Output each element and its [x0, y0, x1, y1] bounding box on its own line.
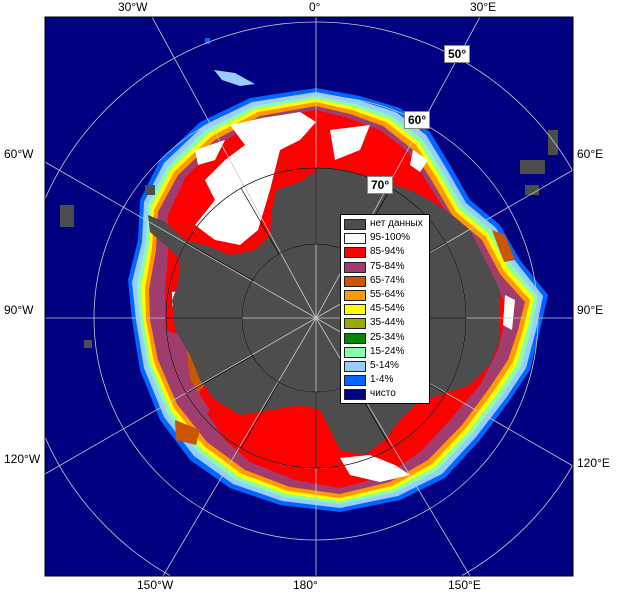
legend-label: 95-100%	[370, 232, 411, 244]
legend-item: чисто	[344, 388, 428, 401]
legend-swatch	[344, 261, 366, 273]
ice-65-74-patch	[160, 330, 210, 420]
ice-95-100-patch	[503, 295, 515, 330]
lon-label-120w: 120°W	[4, 452, 41, 466]
ice-edge-islands	[214, 70, 255, 86]
legend-item: нет данных	[344, 218, 428, 230]
lon-label-60w: 60°W	[4, 147, 34, 161]
legend-item: 55-64%	[344, 289, 428, 301]
legend-swatch	[344, 219, 366, 230]
lat-label-70: 70°	[367, 176, 394, 194]
legend: нет данных 95-100% 85-94% 75-84% 65-74% 55-64…	[340, 214, 430, 404]
legend-swatch	[344, 233, 366, 245]
legend-label: 15-24%	[370, 345, 405, 357]
lon-label-120e: 120°E	[577, 456, 610, 470]
legend-swatch	[344, 346, 366, 358]
no-data-speck	[520, 160, 545, 174]
ice-65-74-patch	[492, 230, 515, 262]
legend-swatch	[344, 275, 366, 287]
legend-swatch	[344, 290, 366, 301]
ice-95-100-weddell	[195, 112, 316, 245]
legend-item: 1-4%	[344, 374, 428, 387]
map-frame	[44, 16, 574, 577]
lon-label-150w: 150°W	[137, 578, 174, 592]
ice-95-100-patch	[195, 140, 225, 165]
no-data-speck	[84, 340, 92, 348]
legend-item: 5-14%	[344, 360, 428, 372]
legend-label: 45-54%	[370, 303, 405, 315]
legend-label: чисто	[370, 388, 396, 400]
legend-label: 55-64%	[370, 289, 405, 300]
lon-label-60e: 60°E	[577, 147, 604, 161]
lon-label-90e: 90°E	[577, 303, 604, 317]
legend-item: 75-84%	[344, 261, 428, 273]
legend-item: 25-34%	[344, 332, 428, 344]
legend-label: нет данных	[370, 218, 423, 229]
legend-label: 25-34%	[370, 331, 405, 343]
ice-speck	[205, 38, 210, 44]
legend-swatch	[344, 332, 366, 344]
lon-label-150e: 150°E	[448, 578, 481, 592]
legend-label: 35-44%	[370, 317, 405, 329]
legend-swatch	[344, 318, 366, 330]
legend-label: 1-4%	[370, 374, 394, 386]
legend-label: 65-74%	[370, 274, 405, 286]
legend-item: 95-100%	[344, 232, 428, 245]
legend-label: 5-14%	[370, 360, 399, 371]
legend-item: 15-24%	[344, 346, 428, 358]
lat-label-50: 50°	[444, 45, 471, 63]
lon-label-90w: 90°W	[4, 303, 34, 317]
ice-65-74-patch	[175, 420, 200, 445]
no-data-speck	[525, 185, 539, 195]
no-data-speck	[145, 185, 155, 195]
legend-item: 85-94%	[344, 246, 428, 259]
no-data-speck	[60, 205, 74, 227]
legend-item: 35-44%	[344, 317, 428, 330]
ice-95-100-patch	[410, 150, 428, 172]
legend-swatch	[344, 304, 366, 316]
lon-label-0: 0°	[309, 0, 321, 14]
legend-item: 45-54%	[344, 303, 428, 316]
legend-item: 65-74%	[344, 275, 428, 287]
legend-swatch	[344, 375, 366, 387]
ice-95-100-patch	[285, 118, 310, 135]
ice-95-100-patch	[330, 125, 370, 160]
legend-swatch	[344, 247, 366, 259]
no-data-speck	[548, 130, 558, 155]
legend-swatch	[344, 361, 366, 372]
legend-label: 75-84%	[370, 260, 405, 272]
legend-swatch	[344, 389, 366, 401]
lon-label-30w: 30°W	[118, 0, 148, 14]
legend-label: 85-94%	[370, 246, 405, 258]
lon-label-30e: 30°E	[470, 0, 497, 14]
lon-label-180: 180°	[293, 578, 318, 592]
lat-label-60: 60°	[404, 111, 431, 129]
